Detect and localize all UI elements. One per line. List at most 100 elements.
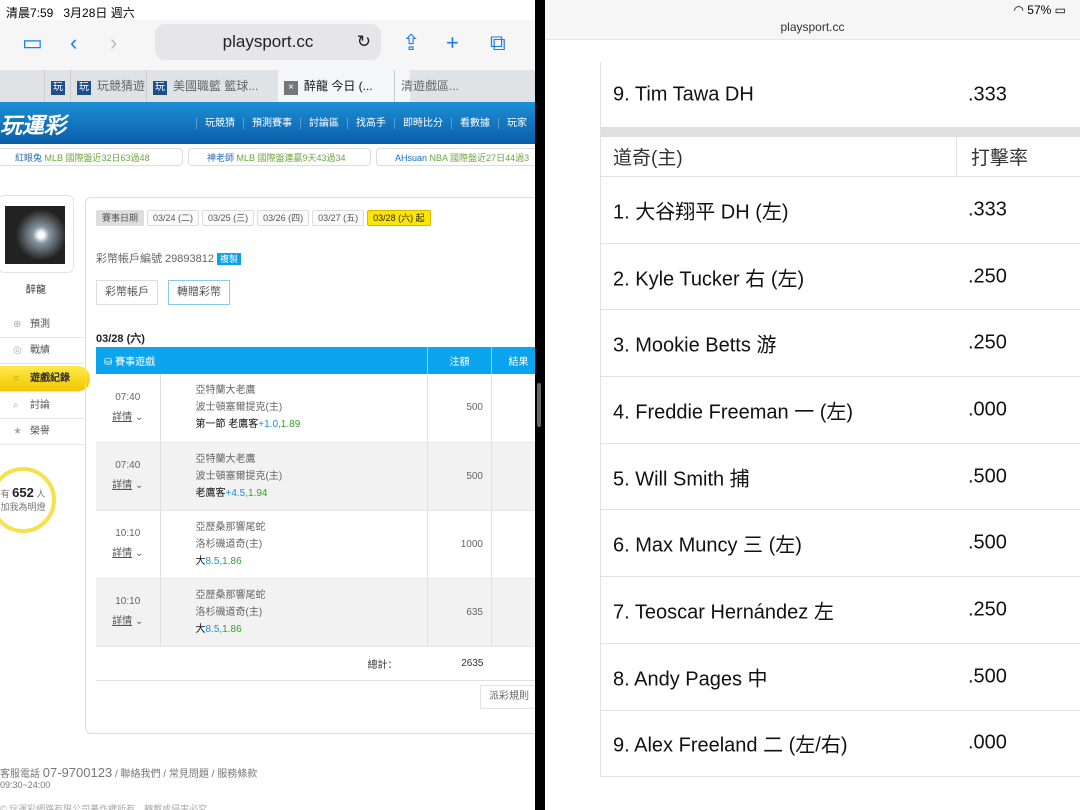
col-result: 結果 bbox=[491, 347, 535, 374]
lineup-header: 道奇(主) 打擊率 bbox=[601, 137, 1080, 177]
detail-link[interactable]: 詳情 bbox=[112, 548, 133, 559]
menu-discuss[interactable]: ⌕ 討論 bbox=[0, 393, 84, 419]
total-row: 總計： 2635 bbox=[96, 646, 535, 681]
site-header: 玩運彩 玩競猜 預測賽事 討論區 找高手 即時比分 看數據 玩家 bbox=[0, 102, 535, 144]
reload-icon: ↻ bbox=[356, 32, 371, 51]
nav-item[interactable]: 即時比分 bbox=[394, 118, 451, 129]
site-logo[interactable]: 玩運彩 bbox=[0, 113, 67, 138]
chevron-down-icon: ⌄ bbox=[134, 616, 144, 627]
nav-item[interactable]: 看數據 bbox=[451, 118, 498, 129]
date-button[interactable]: 03/25 (三) bbox=[202, 210, 255, 226]
player-name: 5. Will Smith 捕 bbox=[613, 468, 750, 491]
wifi-icon: ◠ bbox=[1013, 3, 1024, 17]
date-button[interactable]: 03/24 (二) bbox=[147, 210, 200, 226]
detail-link[interactable]: 詳情 bbox=[112, 411, 133, 423]
copyright: © 玩運彩網路有限公司著作權所有，轉載或侵害必究。 bbox=[0, 804, 217, 810]
lineup-row: 5. Will Smith 捕 .500 bbox=[601, 444, 1080, 511]
search-icon: ⌕ bbox=[13, 400, 19, 411]
ticker-item[interactable]: AHsuan NBA 國際盤近27日44過3 bbox=[376, 148, 535, 166]
tab-active[interactable]: × 醉龍 今日 (... bbox=[278, 70, 410, 102]
fans-bulb[interactable]: 有 652 人加我為明燈 bbox=[0, 467, 56, 533]
ticker-item[interactable]: 神老師 MLB 國際盤連贏9天43過34 bbox=[188, 148, 371, 166]
chevron-down-icon: ⌄ bbox=[134, 411, 144, 423]
battery-icon: ▭ bbox=[1054, 3, 1066, 17]
nav-item[interactable]: 預測賽事 bbox=[243, 118, 300, 129]
detail-link[interactable]: 詳情 bbox=[112, 616, 133, 627]
forward-icon[interactable]: › bbox=[110, 30, 118, 55]
menu-predict[interactable]: ⊕ 預測 bbox=[0, 312, 84, 338]
address-bar[interactable]: playsport.cc bbox=[780, 20, 845, 34]
bet-row: 10:10 詳情 ⌄ 亞歷桑那響尾蛇 洛杉磯道奇(主) 大8.5,1.86 635 bbox=[96, 578, 535, 647]
site-nav: 玩競猜 預測賽事 討論區 找高手 即時比分 看數據 玩家 bbox=[196, 114, 535, 129]
split-divider-handle[interactable] bbox=[537, 383, 541, 427]
bet-row: 07:40 詳情 ⌄ 亞特蘭大老鷹 波士頓塞爾提克(主) 第一節 老鷹客+1.0,1.… bbox=[96, 374, 535, 443]
circle-icon: ○ bbox=[13, 373, 20, 384]
nav-item[interactable]: 玩競猜 bbox=[196, 118, 243, 129]
date-button-selected[interactable]: 03/28 (六) 起 bbox=[367, 210, 431, 226]
col-game: ⛁ 賽事遊戲 bbox=[96, 347, 428, 374]
ticker-item[interactable]: 紅眼兔 MLB 國際盤近32日63過48 bbox=[0, 148, 183, 166]
avatar[interactable] bbox=[0, 195, 74, 273]
status-time: 清晨7:59 3月28日 週六 bbox=[6, 6, 135, 20]
tab-2[interactable]: 玩美國職籃 籃球... bbox=[146, 70, 278, 102]
batting-avg: .000 bbox=[968, 398, 1007, 421]
footer-link[interactable]: 常見問題 bbox=[168, 769, 209, 780]
star-icon: ★ bbox=[13, 426, 22, 437]
col-amount: 注額 bbox=[427, 347, 492, 374]
account-number: 彩幣帳戶編號 29893812 複製 bbox=[96, 250, 242, 266]
footer-link[interactable]: 服務條款 bbox=[217, 769, 258, 780]
nav-item[interactable]: 玩家 bbox=[498, 118, 535, 129]
footer-link[interactable]: 聯絡我們 bbox=[120, 769, 161, 780]
account-button[interactable]: 彩幣帳戶 bbox=[96, 280, 158, 305]
nav-item[interactable]: 討論區 bbox=[300, 118, 347, 129]
game-log-panel: 賽事日期 03/24 (二) 03/25 (三) 03/26 (四) 03/27 (五)… bbox=[85, 197, 535, 734]
menu-honor[interactable]: ★ 榮譽 bbox=[0, 419, 84, 445]
transfer-button[interactable]: 轉贈彩幣 bbox=[168, 280, 230, 305]
day-title: 03/28 (六) bbox=[96, 333, 145, 345]
player-name: 1. 大谷翔平 DH (左) bbox=[613, 201, 789, 224]
player-name: 3. Mookie Betts 游 bbox=[613, 334, 777, 357]
chevron-down-icon: ⌄ bbox=[134, 480, 144, 491]
date-label: 賽事日期 bbox=[96, 210, 145, 226]
browser-toolbar: ▭ ‹ › playsport.cc ↻ ⇪ + ⧉ bbox=[0, 20, 535, 70]
lineup-row: 4. Freddie Freeman 一 (左) .000 bbox=[601, 377, 1080, 444]
lineup-row: 1. 大谷翔平 DH (左) .333 bbox=[601, 177, 1080, 244]
player-name: 6. Max Muncy 三 (左) bbox=[613, 534, 802, 557]
total-amount: 2635 bbox=[427, 646, 492, 681]
browser-toolbar-compact: playsport.cc ◠ 57% ▭ bbox=[545, 0, 1080, 40]
sidebar-icon[interactable]: ▭ bbox=[22, 30, 43, 55]
batting-avg: .500 bbox=[968, 531, 1007, 554]
rules-button[interactable]: 派彩規則 bbox=[480, 685, 535, 709]
tabs-icon[interactable]: ⧉ bbox=[490, 30, 506, 55]
left-pane: 清晨7:59 3月28日 週六 ▭ ‹ › playsport.cc ↻ ⇪ + … bbox=[0, 0, 535, 810]
new-tab-icon[interactable]: + bbox=[446, 30, 459, 55]
detail-link[interactable]: 詳情 bbox=[112, 480, 133, 491]
tab-1[interactable]: 玩玩競猜遊 bbox=[70, 70, 146, 102]
bet-row: 07:40 詳情 ⌄ 亞特蘭大老鷹 波士頓塞爾提克(主) 老鷹客+4.5,1.94 5… bbox=[96, 442, 535, 511]
target-icon: ⊕ bbox=[13, 319, 22, 330]
tab-4[interactable]: 清遊戲區... bbox=[394, 70, 494, 102]
chevron-down-icon: ⌄ bbox=[134, 548, 144, 559]
address-bar[interactable]: playsport.cc ↻ bbox=[155, 24, 381, 60]
share-icon[interactable]: ⇪ bbox=[402, 30, 421, 55]
back-icon[interactable]: ‹ bbox=[70, 30, 78, 55]
tab-bar: 玩 玩玩競猜遊 玩美國職籃 籃球... × 醉龍 今日 (... 清遊戲區... bbox=[0, 70, 535, 102]
chart-icon: ◎ bbox=[13, 345, 22, 356]
lineup-row: 8. Andy Pages 中 .500 bbox=[601, 644, 1080, 711]
copy-button[interactable]: 複製 bbox=[217, 253, 242, 265]
menu-record[interactable]: ◎ 戰績 bbox=[0, 338, 84, 364]
right-pane: playsport.cc ◠ 57% ▭ 9. Tim Tawa DH .333 … bbox=[545, 0, 1080, 810]
player-name: 4. Freddie Freeman 一 (左) bbox=[613, 401, 854, 424]
date-button[interactable]: 03/26 (四) bbox=[257, 210, 310, 226]
player-name: 8. Andy Pages 中 bbox=[613, 668, 768, 691]
menu-game-log[interactable]: ○ 遊戲紀錄 bbox=[0, 366, 90, 392]
lineup-row: 9. Tim Tawa DH .333 bbox=[613, 83, 1007, 105]
tab-pinned[interactable]: 玩 bbox=[44, 70, 70, 102]
batting-avg: .500 bbox=[968, 465, 1007, 488]
coin-icon: ⛁ bbox=[104, 357, 113, 368]
bet-row: 10:10 詳情 ⌄ 亞歷桑那響尾蛇 洛杉磯道奇(主) 大8.5,1.86 1000 bbox=[96, 510, 535, 579]
nav-item[interactable]: 找高手 bbox=[347, 118, 394, 129]
date-button[interactable]: 03/27 (五) bbox=[312, 210, 365, 226]
lineup-row: 6. Max Muncy 三 (左) .500 bbox=[601, 510, 1080, 578]
lineup-row: 3. Mookie Betts 游 .250 bbox=[601, 310, 1080, 378]
